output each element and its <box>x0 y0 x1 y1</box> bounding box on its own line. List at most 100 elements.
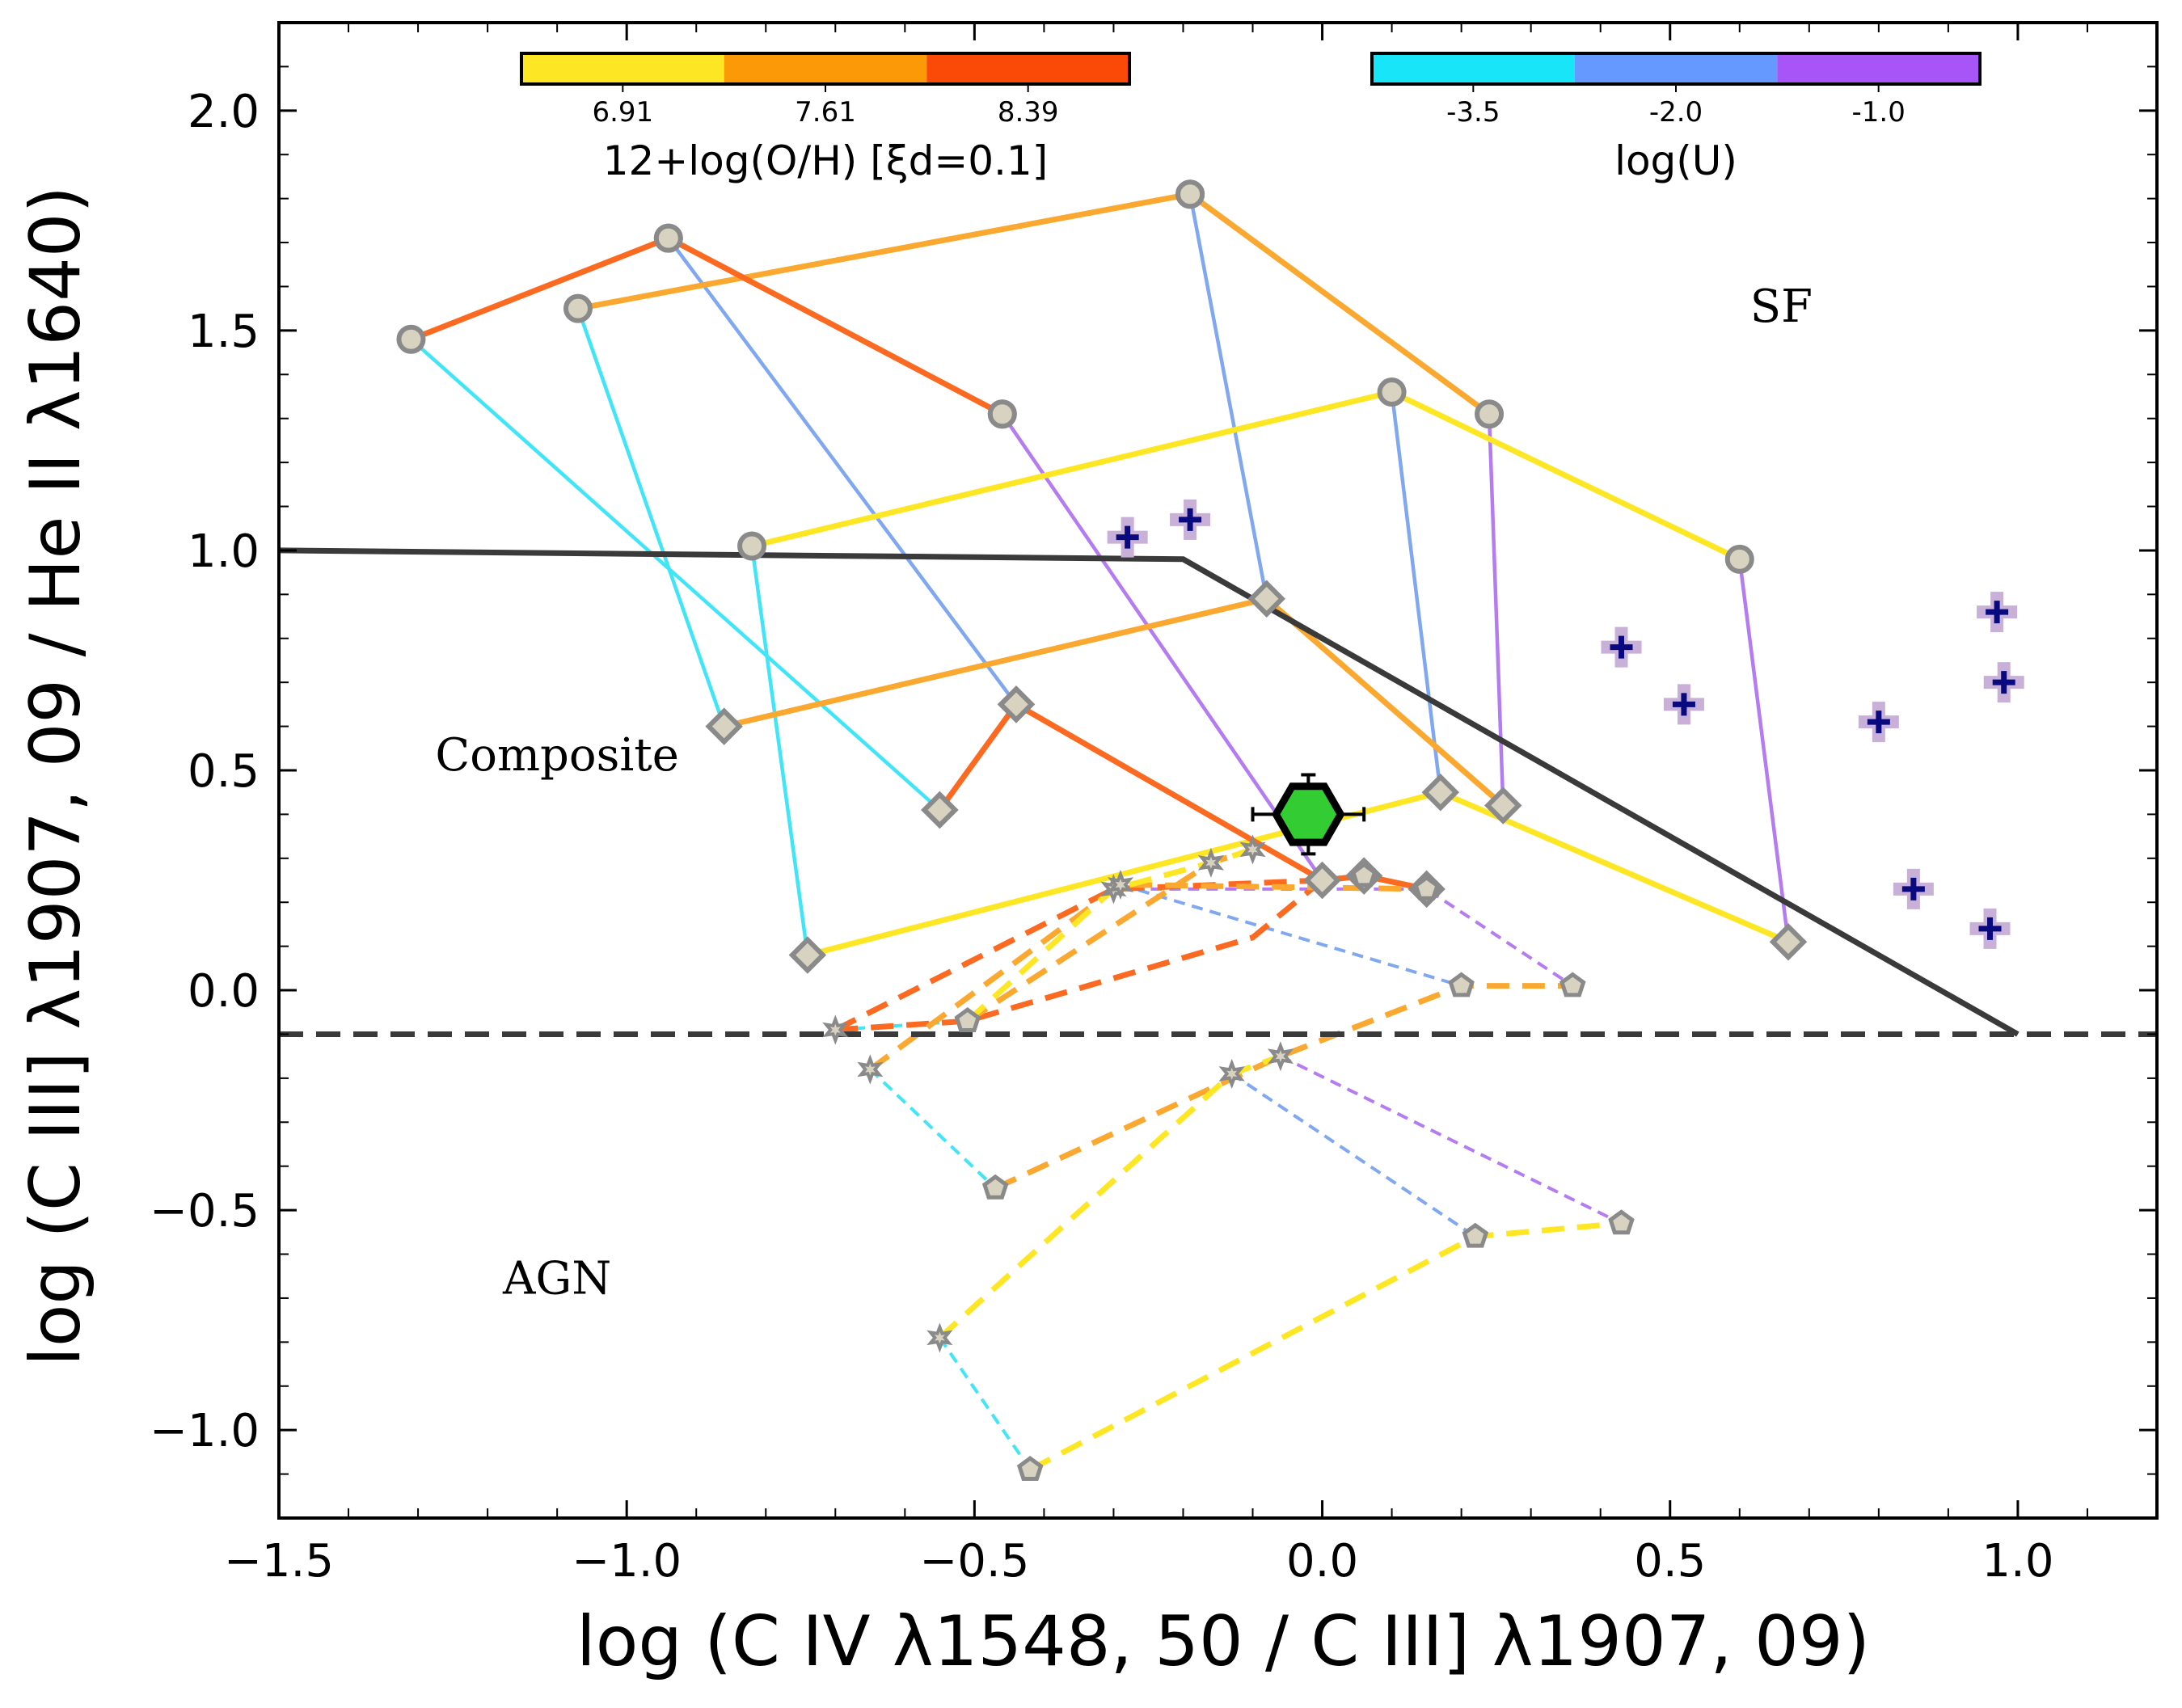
agn-star-marker <box>1239 834 1266 865</box>
agn-star-marker <box>1267 1041 1294 1072</box>
colorbar-tick-label: 7.61 <box>795 96 856 129</box>
y-tick-label: −0.5 <box>150 1185 260 1238</box>
galaxy-plus-core <box>1179 508 1202 531</box>
sf-metallicity-track <box>723 596 1505 808</box>
agn-pentagon-marker <box>1016 1456 1044 1481</box>
colorbar-tick-label: -3.5 <box>1446 96 1500 129</box>
agn-metallicity-track <box>1028 1220 1622 1473</box>
region-labels: SF Composite AGN <box>435 280 1813 1305</box>
galaxy-plus-marker <box>1893 868 1934 909</box>
agn-star-marker <box>857 1054 884 1085</box>
agn-star-marker <box>822 1014 849 1045</box>
colorbar-tick-label: 8.39 <box>998 96 1059 129</box>
y-axis-label: log (C III] λ1907, 09 / He II λ1640) <box>15 186 96 1366</box>
x-tick-label: 1.0 <box>1982 1535 2053 1588</box>
colorbar: 6.91 7.61 8.39 12+log(O/H) [ξd=0.1] <box>520 52 1131 184</box>
sf-logu-track <box>1188 193 1268 600</box>
galaxy-plus-marker <box>1969 908 2011 949</box>
galaxy-plus-marker <box>1601 626 1642 668</box>
sf-circle-marker <box>1475 399 1505 429</box>
sf-diamond-marker <box>788 936 827 974</box>
agn-star-marker <box>1108 869 1134 900</box>
sf-logu-track <box>1487 414 1505 806</box>
sf-logu-track <box>1737 559 1791 943</box>
model-markers <box>396 179 1808 1481</box>
agn-logu-track <box>938 1336 1032 1471</box>
agn-pentagon-marker <box>1462 1222 1489 1248</box>
sf-logu-track <box>666 237 1018 706</box>
agn-metallicity-track <box>834 873 1365 1033</box>
galaxy-plus-core <box>1867 711 1890 734</box>
sf-circle-marker <box>563 293 593 323</box>
galaxy-plus-marker <box>1983 662 2024 703</box>
colorbar-tick-label: -1.0 <box>1851 96 1905 129</box>
x-tick-label: −1.5 <box>224 1535 334 1588</box>
galaxy-plus-core <box>1610 635 1633 659</box>
galaxy-plus-core <box>1978 917 2002 940</box>
target-galaxy <box>1251 773 1366 856</box>
region-label: Composite <box>435 729 679 782</box>
galaxy-plus-marker <box>1170 499 1211 540</box>
colorbar-segment <box>724 53 927 84</box>
target-hexagon-marker <box>1272 782 1345 846</box>
colorbar-title: 12+log(O/H) [ξd=0.1] <box>603 137 1049 184</box>
agn-pentagon-marker <box>1608 1209 1635 1235</box>
agn-logu-track <box>1280 1054 1623 1225</box>
sf-diamond-marker <box>921 791 959 829</box>
colorbar-segment <box>926 53 1129 84</box>
galaxy-plus-marker <box>1858 702 1899 743</box>
colorbar-segment <box>1574 53 1778 84</box>
sf-composite-boundary <box>278 547 2020 1037</box>
galaxy-plus-marker <box>1977 592 2018 633</box>
galaxy-plus-marker <box>1663 684 1704 725</box>
sf-diamond-marker <box>1769 922 1808 961</box>
y-tick-label: −1.0 <box>150 1405 260 1457</box>
agn-logu-track <box>868 1068 997 1190</box>
agn-pentagon-marker <box>1448 972 1475 997</box>
sf-diamond-marker <box>1303 861 1341 900</box>
observed-galaxies <box>1107 499 2024 949</box>
galaxy-plus-core <box>1901 877 1925 900</box>
colorbar-tick-label: 6.91 <box>592 96 653 129</box>
agn-star-marker <box>1218 1058 1245 1089</box>
sf-circle-marker <box>987 399 1017 429</box>
colorbars: 6.91 7.61 8.39 12+log(O/H) [ξd=0.1] -3.5 -2.0… <box>520 52 1982 184</box>
galaxy-plus-core <box>1672 693 1695 716</box>
sf-logu-track <box>749 546 810 955</box>
agn-metallicity-track <box>835 878 1324 1033</box>
agn-logu-track <box>1120 883 1462 988</box>
x-axis-label: log (C IV λ1548, 50 / C III] λ1907, 09) <box>576 1601 1870 1682</box>
sf-circle-marker <box>396 324 426 354</box>
agn-metallicity-track <box>994 983 1573 1191</box>
sf-metallicity-track <box>410 235 1004 417</box>
y-tick-label: 1.0 <box>188 525 260 578</box>
sf-diamond-marker <box>1484 787 1522 824</box>
sf-diamond-marker <box>997 685 1036 723</box>
galaxy-plus-core <box>1992 671 2015 694</box>
sf-diamond-marker <box>1247 580 1285 618</box>
y-tick-label: 0.5 <box>188 745 260 798</box>
agn-pentagon-marker <box>954 1007 981 1032</box>
sf-circle-marker <box>1377 377 1407 407</box>
agn-pentagon-marker <box>1559 972 1586 997</box>
sf-metallicity-track <box>751 389 1741 562</box>
colorbar-segment <box>521 53 724 84</box>
sf-diamond-marker <box>705 707 743 745</box>
sf-metallicity-track <box>577 191 1492 417</box>
axis-ticks: −1.5 −1.0 −0.5 0.0 0.5 1.0 −1.0 −0.5 0.0 0.5 1.0 1.… <box>150 22 2158 1588</box>
agn-logu-track <box>1113 887 1574 988</box>
sf-circle-marker <box>653 223 683 253</box>
agn-pentagon-marker <box>1413 875 1440 900</box>
galaxy-plus-marker <box>1107 517 1148 558</box>
sf-logu-track <box>410 338 941 812</box>
colorbar-title: log(U) <box>1614 137 1737 184</box>
agn-pentagon-marker <box>981 1174 1009 1200</box>
x-tick-label: 0.0 <box>1286 1535 1358 1588</box>
agn-pentagon-marker <box>1350 862 1378 888</box>
sf-logu-track <box>576 307 726 727</box>
sf-logu-track <box>1390 391 1443 793</box>
agn-logu-track <box>1230 1072 1476 1238</box>
region-label: SF <box>1750 280 1813 333</box>
agn-star-marker <box>926 1322 953 1353</box>
